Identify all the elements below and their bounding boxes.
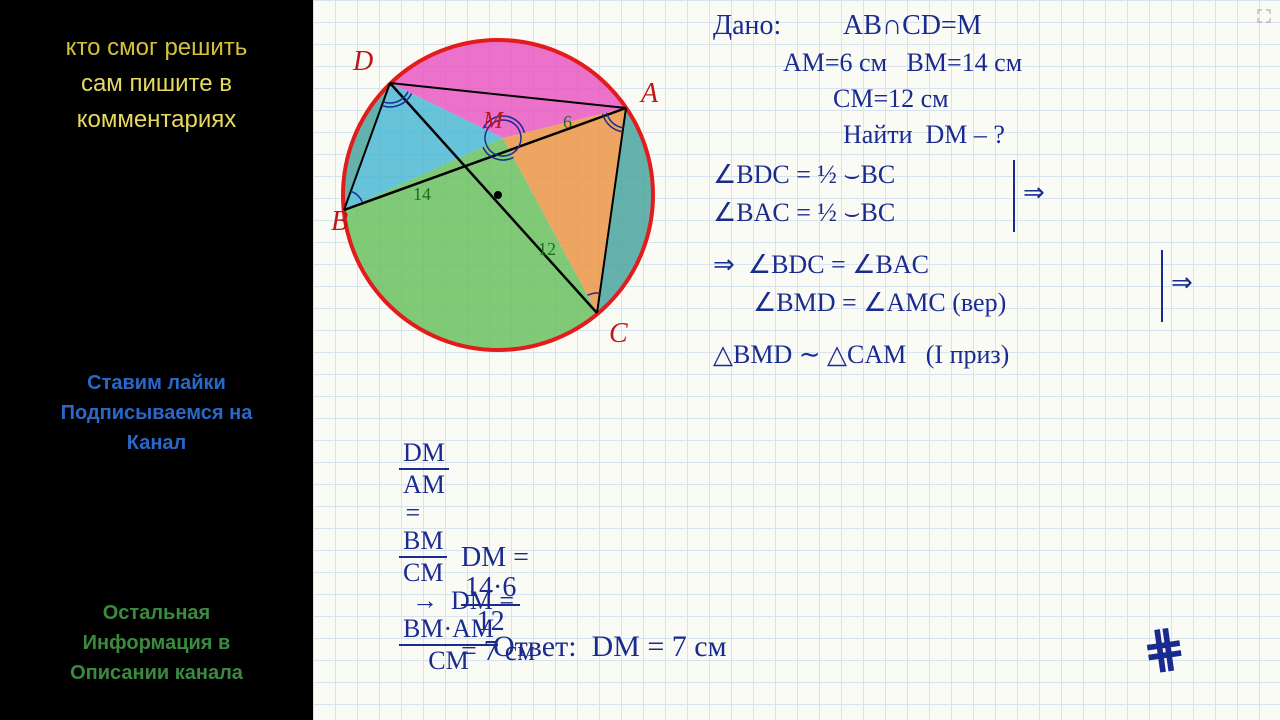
calculation: DM = 14·612 = 7 см [433,510,535,700]
step2a: ⇒ ∠BDC = ∠BAC [713,250,929,280]
brace2 [1161,250,1163,322]
sidebar-bot-l3: Описании канала [15,658,298,688]
step1b: ∠BAC = ½ ⌣BC [713,198,895,229]
step2b: ∠BMD = ∠AMC (вер) [753,288,1006,318]
sidebar-bottom-text: Остальная Информация в Описании канала [15,598,298,688]
sidebar-top-text: кто смог решить сам пишите в комментария… [15,30,298,138]
calc-num: 14·6 [461,574,520,606]
center-point [494,191,502,199]
graph-paper: D A B C M 6 14 12 Дано: AB∩CD=M AM=6 см … [313,0,1280,720]
diagram-svg: D A B C M 6 14 12 [323,20,673,370]
fullscreen-icon[interactable] [1256,8,1272,24]
given-label: Дано: [713,10,781,42]
sidebar-top-l2: сам пишите в [15,66,298,102]
prop-l-den: AM [399,470,449,498]
geometry-diagram: D A B C M 6 14 12 [323,20,673,370]
sidebar-mid-l3: Канал [15,428,298,458]
label-m: M [482,108,505,134]
label-b: B [331,206,348,237]
given-3: CM=12 см [833,84,949,114]
hash-mark: ⋕ [1139,617,1189,680]
sidebar-mid-l1: Ставим лайки [15,368,298,398]
sidebar-mid-l2: Подписываемся на [15,398,298,428]
arrow1: ⇒ [1023,178,1045,208]
answer: Ответ: DM = 7 см [493,630,727,664]
dm-eq: DM = [461,542,529,573]
sidebar-top-l1: кто смог решить [15,30,298,66]
segment-label-6: 6 [563,112,572,132]
step1a: ∠BDC = ½ ⌣BC [713,160,895,191]
segment-label-12: 12 [538,239,556,259]
given-1: AB∩CD=M [843,10,982,42]
segment-label-14: 14 [413,184,431,204]
sidebar-middle-text: Ставим лайки Подписываемся на Канал [15,368,298,458]
brace1 [1013,160,1015,232]
sidebar-top-l3: комментариях [15,102,298,138]
label-a: A [639,78,659,109]
label-c: C [609,318,628,349]
given-2: AM=6 см BM=14 см [783,48,1022,78]
step3: △BMD ∼ △CAM (I приз) [713,340,1009,370]
find: Найти DM – ? [843,120,1005,150]
sidebar-bot-l1: Остальная [15,598,298,628]
prop-l-num: DM [399,440,449,470]
sidebar-bot-l2: Информация в [15,628,298,658]
sidebar: кто смог решить сам пишите в комментария… [0,0,313,720]
label-d: D [352,46,373,77]
arrow2: ⇒ [1171,268,1193,298]
